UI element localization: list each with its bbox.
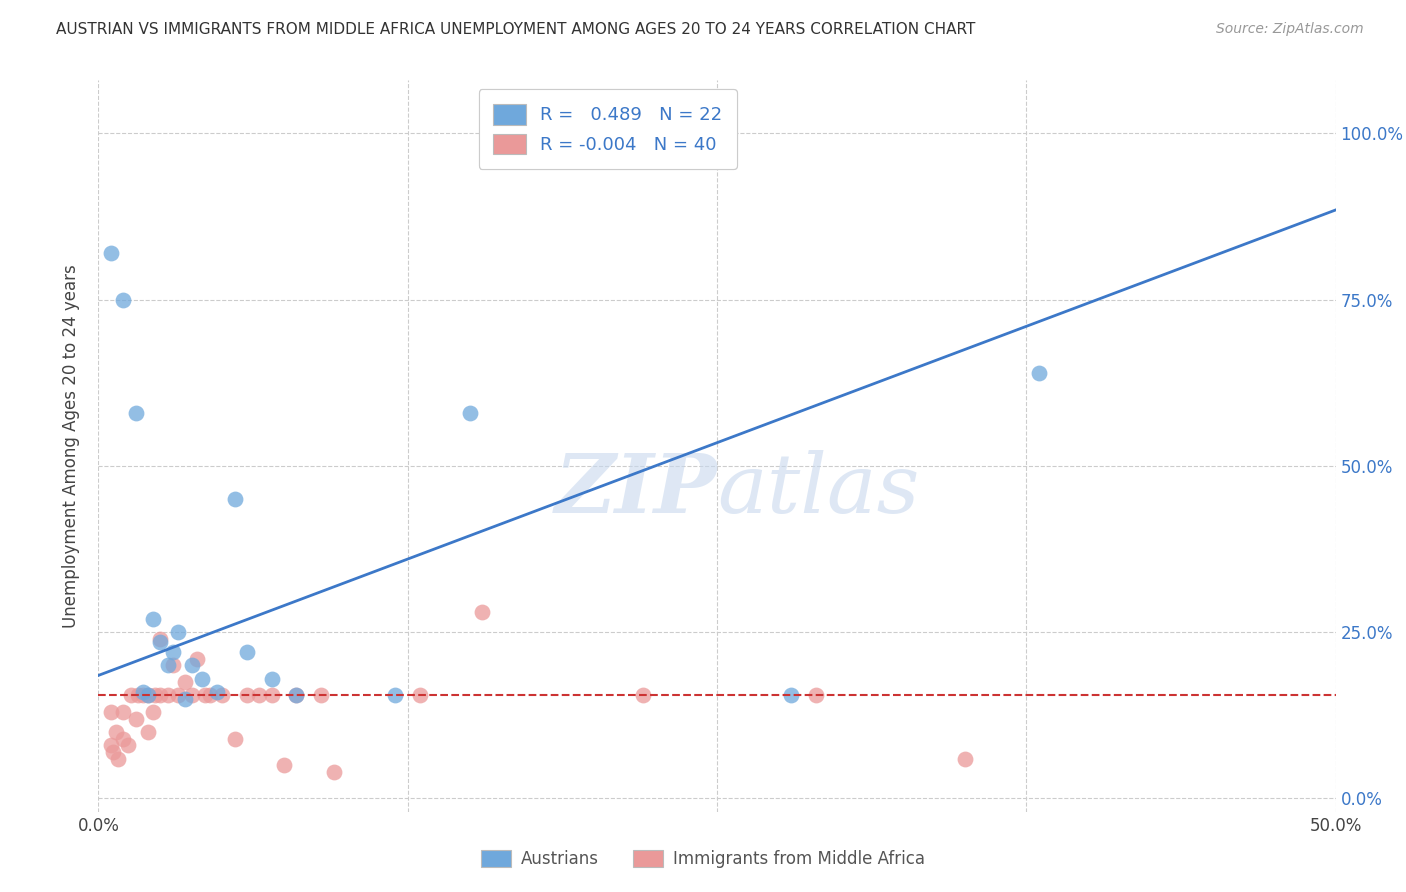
Point: [162, 658, 184, 673]
Point: [112, 731, 135, 746]
Point: [124, 406, 146, 420]
Text: atlas: atlas: [717, 450, 920, 530]
Point: [181, 689, 204, 703]
Point: [631, 689, 654, 703]
Point: [309, 689, 332, 703]
Point: [149, 689, 172, 703]
Point: [112, 293, 135, 307]
Point: [804, 689, 827, 703]
Point: [186, 652, 208, 666]
Point: [136, 689, 159, 703]
Point: [780, 689, 803, 703]
Point: [205, 685, 228, 699]
Point: [124, 712, 146, 726]
Point: [409, 689, 432, 703]
Point: [224, 492, 246, 507]
Point: [198, 689, 221, 703]
Point: [156, 689, 179, 703]
Point: [132, 685, 155, 699]
Point: [260, 672, 283, 686]
Point: [156, 658, 179, 673]
Point: [236, 645, 259, 659]
Point: [149, 635, 172, 649]
Point: [384, 689, 406, 703]
Point: [142, 612, 165, 626]
Point: [100, 738, 122, 752]
Y-axis label: Unemployment Among Ages 20 to 24 years: Unemployment Among Ages 20 to 24 years: [62, 264, 80, 628]
Point: [194, 689, 217, 703]
Point: [117, 738, 139, 752]
Point: [260, 689, 283, 703]
Point: [136, 725, 159, 739]
Legend: R =   0.489   N = 22, R = -0.004   N = 40: R = 0.489 N = 22, R = -0.004 N = 40: [478, 89, 737, 169]
Point: [104, 725, 127, 739]
Point: [107, 751, 129, 765]
Point: [162, 645, 184, 659]
Point: [1028, 366, 1050, 380]
Point: [149, 632, 172, 646]
Point: [174, 691, 197, 706]
Point: [166, 625, 188, 640]
Point: [103, 745, 125, 759]
Point: [322, 764, 344, 779]
Point: [211, 689, 233, 703]
Text: AUSTRIAN VS IMMIGRANTS FROM MIDDLE AFRICA UNEMPLOYMENT AMONG AGES 20 TO 24 YEARS: AUSTRIAN VS IMMIGRANTS FROM MIDDLE AFRIC…: [56, 22, 976, 37]
Text: Source: ZipAtlas.com: Source: ZipAtlas.com: [1216, 22, 1364, 37]
Point: [953, 751, 976, 765]
Point: [458, 406, 481, 420]
Point: [236, 689, 259, 703]
Legend: Austrians, Immigrants from Middle Africa: Austrians, Immigrants from Middle Africa: [475, 843, 931, 875]
Point: [471, 605, 494, 619]
Text: ZIP: ZIP: [554, 450, 717, 530]
Point: [132, 689, 155, 703]
Point: [143, 689, 166, 703]
Point: [174, 675, 197, 690]
Point: [142, 705, 165, 719]
Point: [181, 658, 204, 673]
Point: [247, 689, 270, 703]
Point: [166, 689, 188, 703]
Point: [100, 246, 122, 260]
Point: [100, 705, 122, 719]
Point: [285, 689, 308, 703]
Point: [285, 689, 308, 703]
Point: [136, 689, 159, 703]
Point: [112, 705, 135, 719]
Point: [224, 731, 246, 746]
Point: [191, 672, 214, 686]
Point: [120, 689, 142, 703]
Point: [273, 758, 295, 772]
Point: [127, 689, 149, 703]
